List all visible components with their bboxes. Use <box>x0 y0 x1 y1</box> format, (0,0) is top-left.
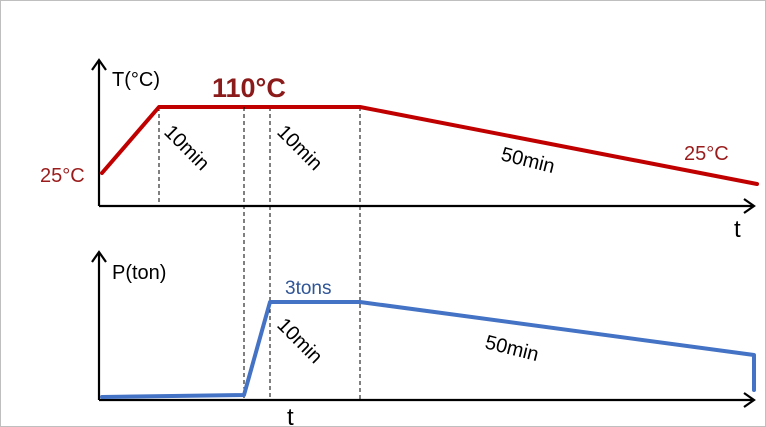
temperature-profile-line <box>100 105 759 186</box>
temperature-time-axis-label: t <box>734 216 741 243</box>
pressure-duration-label: 10min <box>272 314 326 368</box>
end-temperature-label: 25°C <box>684 143 729 165</box>
hold-temperature-label: 110°C <box>212 73 286 103</box>
temperature-duration-label: 10min <box>159 121 213 175</box>
temperature-x-arrow-icon <box>743 198 756 214</box>
start-temperature-label: 25°C <box>40 165 85 187</box>
pressure-profile-line <box>100 300 756 399</box>
pressure-duration-label: 50min <box>483 332 541 367</box>
peak-pressure-label: 3tons <box>285 278 331 299</box>
pressure-y-arrow-icon <box>91 250 107 263</box>
temperature-duration-label: 50min <box>499 144 557 179</box>
temperature-panel: T(°C) 110°C 25°C 25°C 10min 10min 50min … <box>40 58 759 243</box>
pressure-time-axis-label: t <box>287 404 294 427</box>
pressure-panel: P(ton) 3tons 10min 50min t <box>91 250 756 427</box>
temperature-axis-label: T(°C) <box>112 69 160 91</box>
temperature-y-arrow-icon <box>91 58 107 71</box>
temperature-duration-label: 10min <box>272 121 326 175</box>
pressure-axis-label: P(ton) <box>112 262 166 284</box>
pressure-x-arrow-icon <box>743 392 756 408</box>
